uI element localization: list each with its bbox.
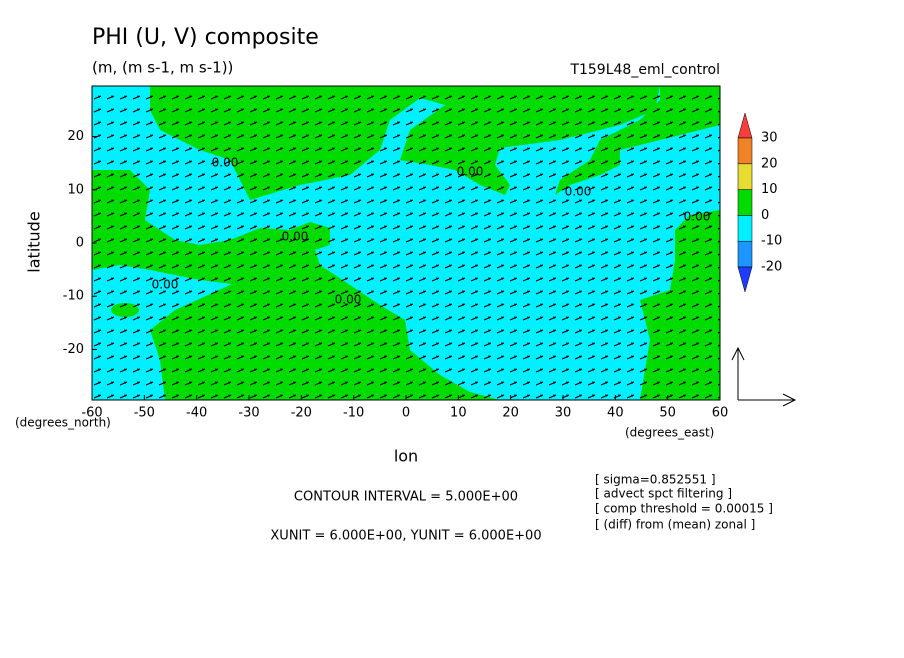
x-tick-label: 30 [555,406,572,421]
colorbar-label: 0 [761,208,769,223]
colorbar-cap [737,266,753,293]
y-tick-label: 0 [76,236,84,251]
note: [ advect spct filtering ] [595,487,732,501]
note: [ sigma=0.852551 ] [595,473,716,487]
colorbar-segment [737,137,753,165]
colorbar-label: 30 [761,131,778,146]
contour-label: 0.00 [335,293,362,307]
units: (m, (m s-1, m s-1)) [92,59,233,77]
x-tick-label: -40 [186,406,207,421]
x-tick-label: 60 [712,406,729,421]
colorbar-label: -20 [761,260,782,275]
x-tick-label: 50 [659,406,676,421]
x-axis-label: lon [394,447,418,466]
colorbar-segment [737,240,753,268]
y-tick-label: 20 [67,129,84,144]
colorbar-cap [737,112,753,139]
reference-vector [731,346,797,407]
y-tick-label: 10 [67,182,84,197]
x-tick-label: -30 [238,406,259,421]
x-tick-label: 10 [450,406,467,421]
x-tick-label: 20 [502,406,519,421]
x-tick-label: -50 [134,406,155,421]
colorbar-label: -10 [761,234,782,249]
y-axis-unit: (degrees_north) [15,416,111,430]
y-axis-label: latitude [25,211,44,272]
wind-vectors [92,86,720,400]
colorbar-label: 20 [761,156,778,171]
contour-label: 0.00 [212,156,239,170]
colorbar-segment [737,215,753,242]
y-tick-label: -20 [63,342,84,357]
note: [ (diff) from (mean) zonal ] [595,518,755,532]
colorbar-segment [737,189,753,216]
chart-title: PHI (U, V) composite [92,25,319,50]
ref-arrow-v [731,346,745,400]
x-axis-unit: (degrees_east) [625,426,714,440]
x-tick-label: 40 [607,406,624,421]
vector-units: XUNIT = 6.000E+00, YUNIT = 6.000E+00 [270,529,541,544]
note: [ comp threshold = 0.00015 ] [595,502,773,516]
run-name: T159L48_eml_control [569,62,720,78]
contour-label: 0.00 [565,185,592,199]
colorbar-segment [737,163,753,190]
x-tick-label: -20 [291,406,312,421]
x-tick-label: 0 [402,406,410,421]
x-tick-label: -60 [81,406,102,421]
x-tick-label: -10 [343,406,364,421]
contour-label: 0.00 [684,210,711,224]
contour-interval: CONTOUR INTERVAL = 5.000E+00 [294,490,518,505]
contour-label: 0.00 [457,165,484,179]
ref-arrow-u [738,393,797,407]
colorbar-label: 10 [761,182,778,197]
contour-label: 0.00 [152,278,179,292]
contour-label: 0.00 [282,230,309,244]
y-tick-label: -10 [63,289,84,304]
